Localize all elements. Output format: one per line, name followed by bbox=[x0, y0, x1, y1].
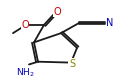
Text: NH$_2$: NH$_2$ bbox=[16, 66, 34, 79]
Text: N: N bbox=[106, 18, 114, 28]
Text: O: O bbox=[21, 20, 29, 30]
Text: S: S bbox=[69, 59, 75, 69]
Text: O: O bbox=[53, 7, 61, 17]
